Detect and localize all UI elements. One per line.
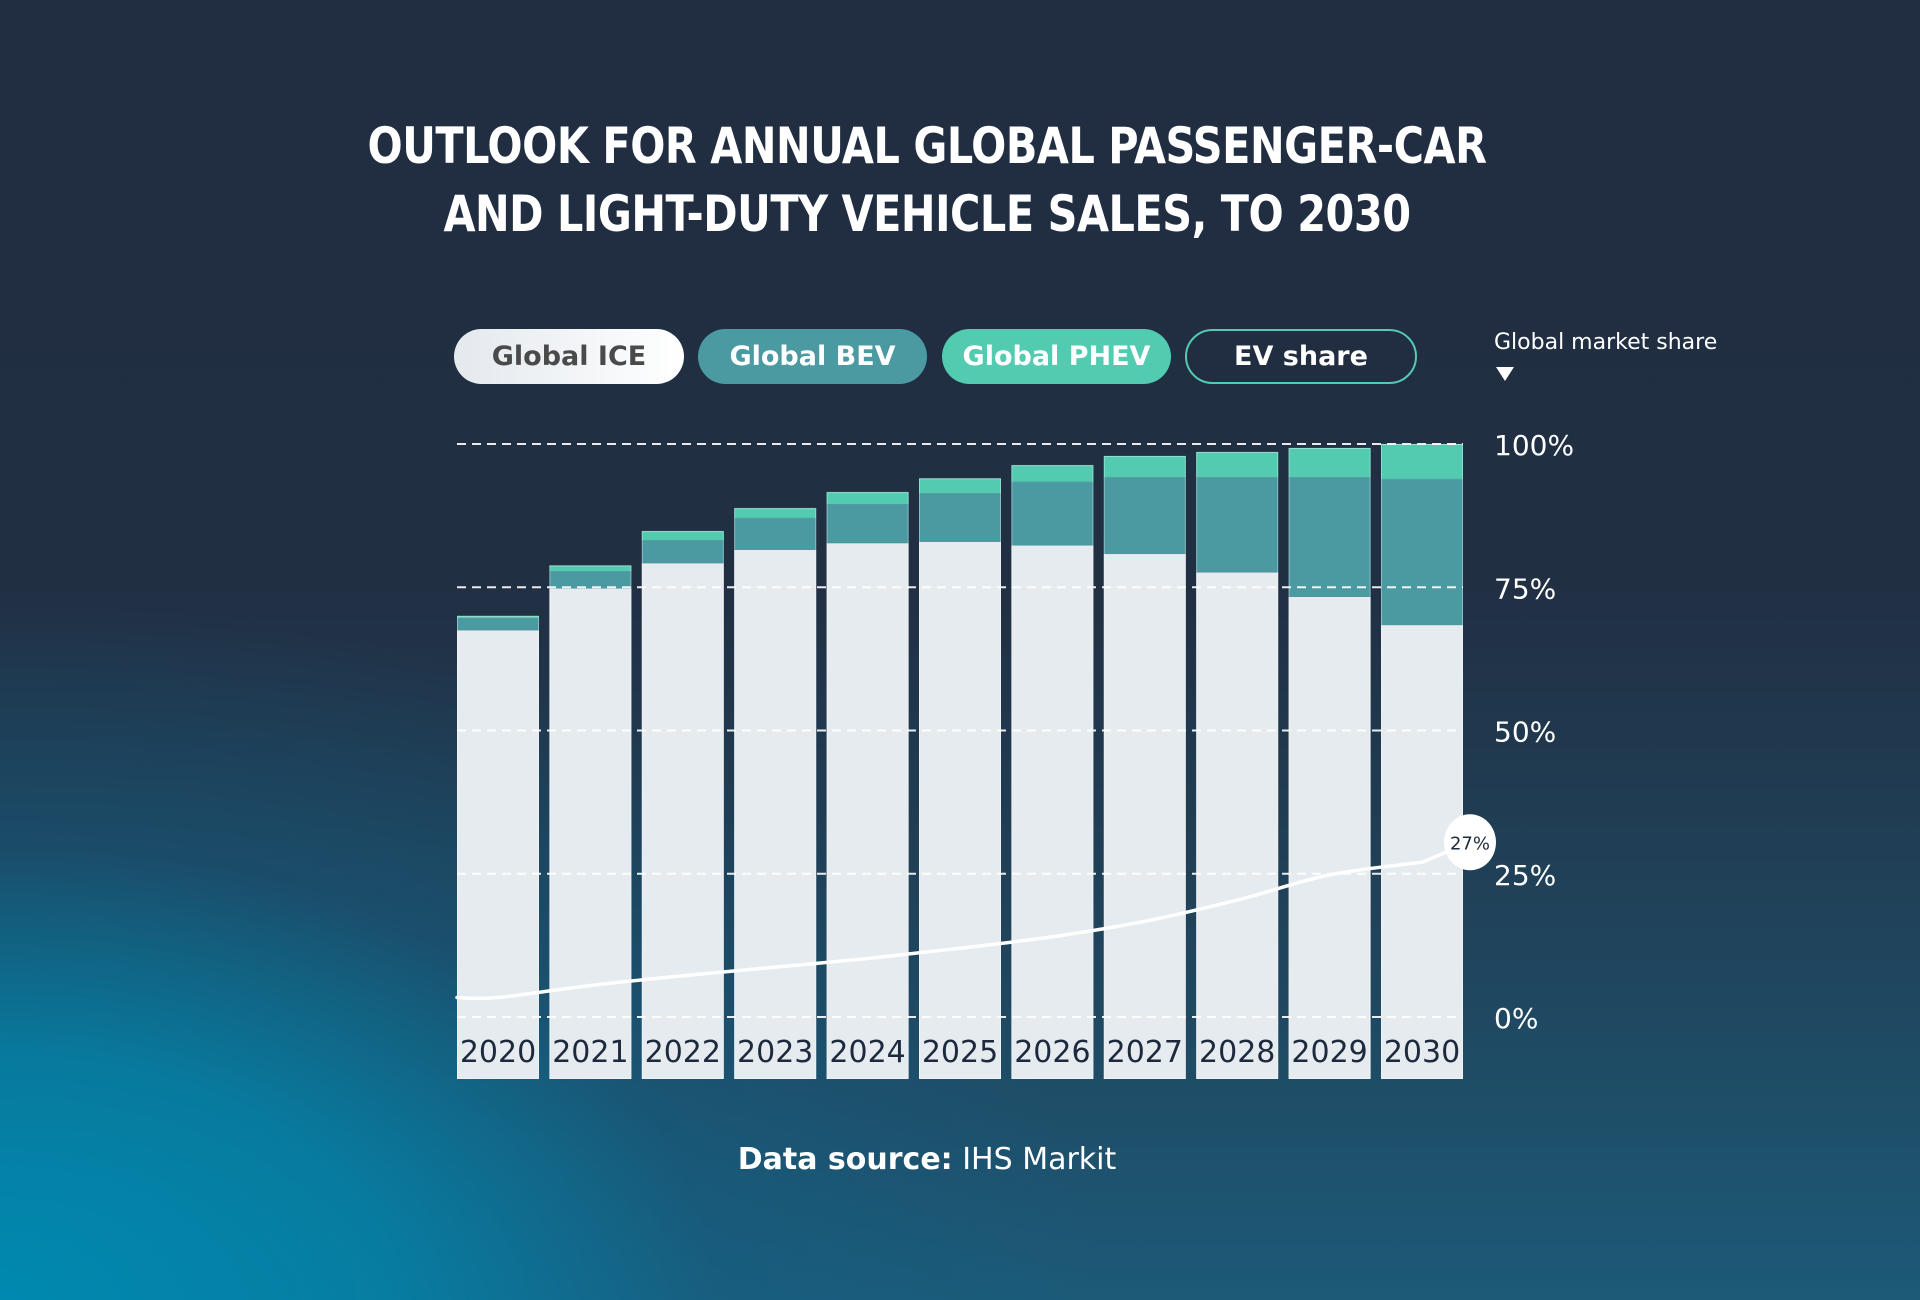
bar-segment-phev [1011, 465, 1094, 482]
ev-share-end-label: 27% [1450, 833, 1490, 854]
legend-ice: Global ICE [454, 329, 684, 384]
bar-segment-ice [1288, 596, 1371, 1079]
down-triangle-icon [1496, 367, 1514, 381]
bar-outline [1103, 456, 1186, 1079]
bar-segment-bev [457, 618, 539, 631]
bar-segment-bev [1103, 477, 1186, 555]
bars-layer [457, 443, 1463, 1080]
data-source: Data source: IHS Markit [0, 1142, 1854, 1177]
chart-title: OUTLOOK FOR ANNUAL GLOBAL PASSENGER-CAR … [74, 112, 1780, 248]
legend-ice-label: Global ICE [491, 341, 647, 372]
bar-segment-bev [826, 504, 909, 544]
bar-segment-bev [549, 571, 632, 589]
y-axis-title: Global market share [1494, 330, 1718, 355]
y-tick-label: 0% [1494, 1002, 1538, 1035]
y-tick-label: 25% [1494, 859, 1556, 892]
bar-segment-ice [1011, 545, 1094, 1079]
bar-segment-phev [641, 531, 724, 541]
title-line-2: AND LIGHT-DUTY VEHICLE SALES, TO 2030 [443, 185, 1411, 243]
bar-outline [826, 492, 909, 1079]
legend-bev-label: Global BEV [729, 341, 896, 372]
bar-outline [457, 615, 539, 1080]
bar-segment-bev [1196, 477, 1279, 573]
bar-segment-ice [919, 541, 1001, 1079]
legend-ev-share: EV share [1185, 329, 1417, 384]
bar-outline [919, 478, 1001, 1079]
bar-segment-bev [641, 540, 724, 564]
bar-outline [734, 508, 817, 1079]
x-tick-label: 2024 [829, 1035, 905, 1070]
bar-segment-ice [549, 588, 632, 1079]
x-axis-labels: 2020 2021 2022 2023 2024 2025 2026 2027 2028 2029… [460, 1035, 1460, 1070]
bar-segment-phev [1103, 456, 1186, 478]
bar-segment-phev [1288, 448, 1371, 478]
x-tick-label: 2021 [552, 1035, 628, 1070]
y-tick-label: 50% [1494, 716, 1556, 749]
bar-segment-ice [1103, 554, 1186, 1079]
bar-segment-ice [734, 550, 817, 1079]
bar-outline [549, 565, 632, 1079]
bar-segment-ice [826, 543, 909, 1079]
legend-ev-share-label: EV share [1234, 341, 1368, 372]
x-tick-label: 2020 [460, 1035, 536, 1070]
x-tick-label: 2023 [737, 1035, 813, 1070]
bar-segment-phev [1196, 452, 1279, 478]
x-tick-label: 2027 [1107, 1035, 1183, 1070]
x-tick-label: 2028 [1199, 1035, 1275, 1070]
title-line-1: OUTLOOK FOR ANNUAL GLOBAL PASSENGER-CAR [367, 117, 1487, 175]
bar-segment-phev [826, 492, 909, 505]
bar-outline [1288, 448, 1371, 1079]
bar-segment-phev [549, 565, 632, 572]
bar-segment-bev [1288, 477, 1371, 597]
x-tick-label: 2026 [1014, 1035, 1090, 1070]
bar-segment-phev [1381, 444, 1463, 479]
data-source-label: Data source: [737, 1142, 953, 1177]
y-axis-labels: 0% 25% 50% 75% 100% [1494, 429, 1574, 1035]
gridlines-layer [457, 443, 1463, 1018]
bar-segment-phev [457, 615, 539, 619]
x-tick-label: 2029 [1291, 1035, 1367, 1070]
legend-bev: Global BEV [698, 329, 927, 384]
bar-segment-ice [641, 563, 724, 1079]
bar-outline [641, 531, 724, 1079]
bar-segment-phev [734, 508, 817, 518]
bar-segment-bev [734, 517, 817, 551]
data-source-value: IHS Markit [962, 1142, 1117, 1177]
bar-outline [1011, 465, 1094, 1079]
bar-segment-bev [1381, 478, 1463, 626]
ev-share-line-layer: 27% [455, 814, 1496, 1001]
bar-segment-phev [919, 478, 1001, 494]
y-tick-label: 75% [1494, 572, 1556, 605]
bar-segment-bev [1011, 481, 1094, 546]
ev-share-line [455, 840, 1472, 1001]
x-tick-label: 2025 [922, 1035, 998, 1070]
x-tick-label: 2030 [1384, 1035, 1460, 1070]
ev-share-end-marker [1444, 814, 1496, 871]
y-tick-label: 100% [1494, 429, 1574, 462]
legend-phev-label: Global PHEV [962, 341, 1151, 372]
legend-phev: Global PHEV [942, 329, 1171, 384]
bar-segment-ice [457, 630, 539, 1079]
x-tick-label: 2022 [645, 1035, 721, 1070]
bar-segment-bev [919, 493, 1001, 542]
bar-segment-ice [1196, 572, 1279, 1079]
bar-outline [1196, 452, 1279, 1080]
